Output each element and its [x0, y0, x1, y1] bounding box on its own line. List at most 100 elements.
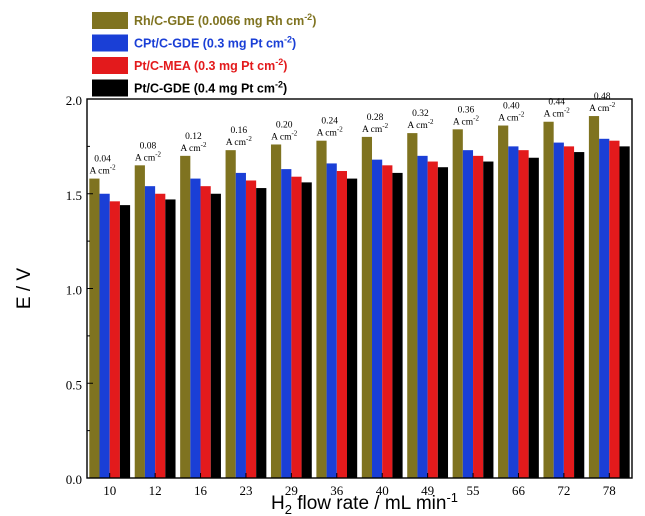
legend: Rh/C-GDE (0.0066 mg Rh cm-2) CPt/C-GDE (0…	[92, 12, 316, 97]
y-tick-label: 0.0	[66, 472, 82, 487]
current-density-unit: A cm-2	[498, 111, 525, 124]
current-density-value: 0.20	[276, 120, 293, 130]
x-tick-label: 16	[194, 483, 208, 498]
y-tick-label: 0.5	[66, 377, 82, 392]
current-density-unit: A cm-2	[407, 118, 434, 131]
current-density-unit: A cm-2	[544, 107, 571, 120]
x-tick-label: 10	[103, 483, 116, 498]
legend-swatch	[92, 12, 128, 29]
bar-pt-c-gde-10	[119, 205, 131, 478]
bar-pt-c-mea-72	[563, 146, 575, 478]
bar-pt-c-gde-49	[437, 167, 449, 478]
x-tick-label: 36	[330, 483, 344, 498]
x-tick-label: 49	[421, 483, 434, 498]
bar-pt-c-mea-78	[609, 140, 620, 478]
bar-cpt-c-gde-36	[326, 163, 337, 478]
bar-cpt-c-gde-12	[144, 186, 156, 479]
bar-pt-c-mea-66	[518, 150, 529, 479]
bar-rh-c-gde-72	[543, 121, 554, 479]
current-density-value: 0.16	[231, 126, 248, 136]
bar-cpt-c-gde-49	[417, 155, 428, 478]
legend-swatch	[92, 57, 128, 74]
current-density-value: 0.36	[458, 105, 475, 115]
current-density-value: 0.28	[367, 113, 384, 123]
legend-label: Pt/C-MEA (0.3 mg Pt cm-2)	[134, 57, 287, 73]
current-density-unit: A cm-2	[271, 129, 298, 142]
x-axis: 10 12 16 23 29 36 40 49 55 66 72 78	[103, 473, 616, 498]
current-density-value: 0.48	[594, 92, 611, 102]
bar-pt-c-mea-36	[336, 171, 347, 478]
y-tick-label: 1.5	[66, 188, 82, 203]
bar-cpt-c-gde-10	[99, 193, 110, 478]
y-tick-label: 2.0	[66, 93, 82, 108]
bar-cpt-c-gde-29	[281, 169, 292, 479]
current-density-unit: A cm-2	[453, 114, 480, 127]
bar-rh-c-gde-78	[588, 116, 600, 479]
bar-pt-c-mea-40	[382, 165, 393, 478]
bar-pt-c-gde-29	[301, 182, 312, 478]
legend-label: Pt/C-GDE (0.4 mg Pt cm-2)	[134, 80, 287, 96]
y-axis-label: E / V	[14, 268, 35, 310]
bar-pt-c-gde-55	[483, 161, 494, 478]
current-density-value: 0.32	[412, 109, 429, 119]
bar-pt-c-mea-16	[200, 186, 211, 479]
current-density-value: 0.12	[185, 132, 202, 142]
legend-swatch	[92, 34, 128, 52]
current-density-unit: A cm-2	[589, 101, 616, 114]
bar-rh-c-gde-55	[452, 129, 463, 478]
legend-label: CPt/C-GDE (0.3 mg Pt cm-2)	[134, 35, 296, 51]
bar-pt-c-gde-16	[210, 193, 221, 478]
x-axis-label: H2 flow rate / mL min-1	[271, 490, 458, 516]
current-density-value: 0.04	[94, 155, 111, 165]
bar-cpt-c-gde-40	[372, 159, 383, 478]
bar-rh-c-gde-16	[180, 155, 191, 478]
bar-pt-c-gde-23	[256, 188, 267, 478]
x-tick-label: 72	[557, 483, 570, 498]
annotations-group: 0.04A cm-20.08A cm-20.12A cm-20.16A cm-2…	[89, 92, 615, 177]
current-density-unit: A cm-2	[362, 122, 389, 135]
current-density-unit: A cm-2	[135, 150, 162, 163]
y-axis: 0.0 0.5 1.0 1.5 2.0	[66, 93, 93, 487]
bar-cpt-c-gde-72	[553, 142, 564, 478]
x-tick-label: 78	[603, 483, 616, 498]
legend-label: Rh/C-GDE (0.0066 mg Rh cm-2)	[134, 12, 316, 28]
bar-pt-c-gde-36	[346, 178, 358, 478]
bar-pt-c-mea-12	[155, 193, 166, 478]
bar-pt-c-gde-72	[574, 152, 585, 478]
current-density-unit: A cm-2	[226, 135, 253, 148]
bar-rh-c-gde-40	[361, 136, 373, 478]
current-density-value: 0.44	[548, 98, 565, 108]
bar-cpt-c-gde-16	[190, 178, 201, 478]
bar-cpt-c-gde-55	[462, 150, 474, 479]
bar-rh-c-gde-36	[316, 140, 327, 478]
x-tick-label: 12	[149, 483, 162, 498]
bar-cpt-c-gde-66	[508, 146, 519, 478]
bar-rh-c-gde-66	[498, 125, 509, 478]
x-tick-label: 40	[376, 483, 389, 498]
bar-pt-c-mea-49	[427, 161, 438, 478]
bar-pt-c-mea-23	[245, 180, 257, 479]
bar-pt-c-gde-66	[528, 157, 539, 478]
bar-pt-c-gde-12	[165, 199, 176, 478]
bar-cpt-c-gde-23	[235, 172, 246, 478]
bars-group	[89, 116, 630, 479]
bar-rh-c-gde-10	[89, 178, 100, 478]
x-tick-label: 66	[512, 483, 526, 498]
x-tick-label: 23	[239, 483, 252, 498]
bar-pt-c-mea-10	[109, 201, 120, 478]
bar-pt-c-gde-78	[619, 146, 630, 478]
current-density-value: 0.24	[321, 117, 338, 127]
current-density-unit: A cm-2	[317, 126, 344, 139]
current-density-unit: A cm-2	[89, 164, 116, 177]
legend-swatch	[92, 79, 128, 97]
y-tick-label: 1.0	[66, 283, 82, 298]
current-density-value: 0.40	[503, 102, 520, 112]
bar-rh-c-gde-49	[407, 133, 418, 479]
bar-rh-c-gde-23	[225, 150, 236, 479]
bar-rh-c-gde-12	[134, 165, 145, 478]
x-tick-label: 55	[467, 483, 480, 498]
current-density-value: 0.08	[140, 141, 157, 151]
x-tick-label: 29	[285, 483, 298, 498]
bar-cpt-c-gde-78	[599, 138, 610, 479]
